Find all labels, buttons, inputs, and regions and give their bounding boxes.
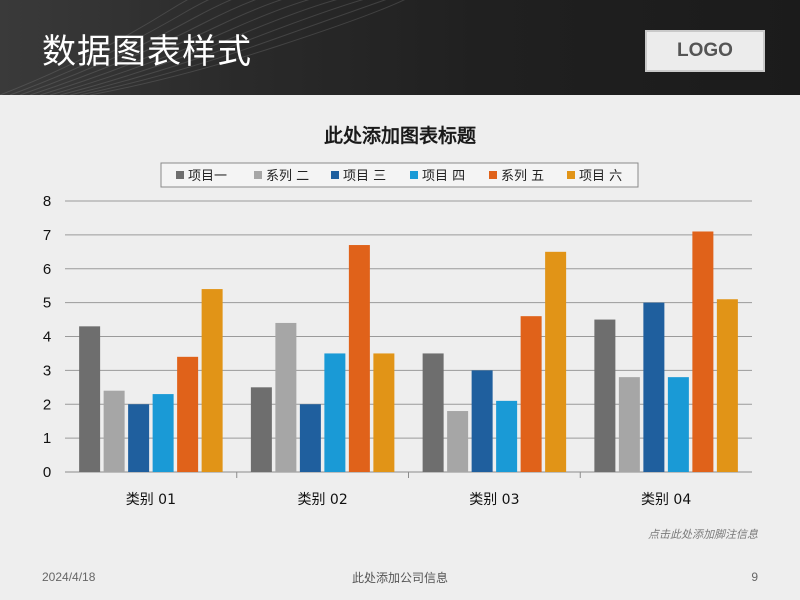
legend-label: 项目 四	[422, 169, 465, 184]
bar-3-3	[471, 370, 493, 472]
bar-2-4	[618, 377, 640, 472]
bar-5-2	[348, 245, 370, 472]
bar-2-1	[103, 390, 125, 472]
bar-2-3	[447, 411, 469, 472]
x-category-label: 类别 02	[297, 492, 347, 508]
y-tick-label: 6	[43, 261, 51, 278]
chart-bars	[79, 231, 738, 472]
y-tick-label: 0	[43, 464, 51, 481]
legend-swatch	[489, 171, 497, 179]
bar-5-1	[177, 356, 199, 472]
legend-swatch	[410, 171, 418, 179]
bar-3-4	[643, 302, 665, 472]
footer-date: 2024/4/18	[42, 570, 96, 584]
bar-1-3	[422, 353, 444, 472]
legend-box	[160, 162, 639, 188]
bar-4-1	[152, 394, 174, 472]
x-axis: 类别 01 类别 02 类别 03 类别 04	[126, 472, 691, 508]
slide-header: 数据图表样式 LOGO	[0, 0, 800, 95]
bar-6-1	[201, 289, 223, 472]
bar-6-3	[545, 251, 567, 472]
y-tick-label: 7	[43, 227, 51, 244]
logo-placeholder: LOGO	[645, 30, 765, 72]
y-tick-label: 1	[43, 430, 51, 447]
bar-1-4	[594, 319, 616, 472]
y-tick-label: 5	[43, 295, 51, 312]
y-tick-label: 4	[43, 329, 51, 346]
bar-6-4	[716, 299, 738, 472]
footer-company-info: 此处添加公司信息	[351, 571, 448, 585]
legend-swatch	[331, 171, 339, 179]
bar-4-3	[496, 400, 518, 472]
y-tick-label: 8	[43, 193, 51, 210]
bar-4-2	[324, 353, 346, 472]
page-title: 数据图表样式	[42, 32, 252, 72]
page-number: 9	[751, 570, 758, 584]
legend-label: 项目 六	[579, 169, 622, 184]
legend-label: 项目一	[188, 169, 227, 184]
bar-6-2	[373, 353, 395, 472]
y-axis: 0 1 2 3 4 5 6 7 8	[43, 193, 51, 481]
legend-swatch	[254, 171, 262, 179]
chart-title: 此处添加图表标题	[324, 124, 476, 147]
x-category-label: 类别 01	[126, 492, 176, 508]
bar-3-2	[299, 404, 321, 472]
bar-2-2	[275, 322, 297, 472]
legend-swatch	[567, 171, 575, 179]
bar-1-1	[79, 326, 101, 472]
legend-label: 系列 二	[266, 169, 309, 184]
chart-legend: 项目一 系列 二 项目 三 项目 四 系列 五 项目 六	[160, 162, 639, 188]
y-tick-label: 2	[43, 396, 51, 413]
legend-label: 系列 五	[501, 169, 544, 184]
x-category-label: 类别 04	[641, 492, 691, 508]
footnote: 点击此处添加脚注信息	[648, 528, 758, 541]
bar-3-1	[128, 404, 150, 472]
y-tick-label: 3	[43, 362, 51, 379]
legend-swatch	[176, 171, 184, 179]
x-category-label: 类别 03	[469, 492, 519, 508]
bar-1-2	[250, 387, 272, 472]
bar-4-4	[667, 377, 689, 472]
header-decoration	[0, 0, 405, 95]
bar-5-3	[520, 316, 542, 472]
bar-5-4	[692, 231, 714, 472]
legend-label: 项目 三	[343, 169, 386, 184]
